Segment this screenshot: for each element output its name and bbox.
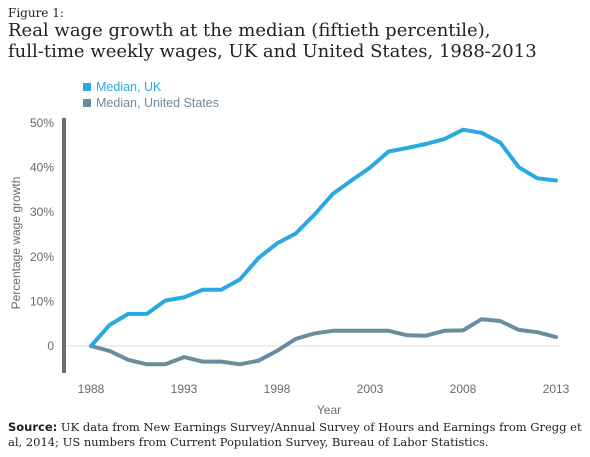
y-axis-bar xyxy=(62,118,66,373)
source-note: Source: UK data from New Earnings Survey… xyxy=(8,420,586,450)
x-tick-label: 2008 xyxy=(450,382,477,396)
y-axis-label: Percentage wage growth xyxy=(9,177,23,310)
x-tick-label: 1993 xyxy=(171,382,198,396)
source-label: Source: xyxy=(8,420,58,434)
x-tick-label: 1998 xyxy=(264,382,291,396)
series-line-us xyxy=(89,317,558,367)
y-tick-label: 50% xyxy=(30,116,54,130)
figure-label: Figure 1: xyxy=(8,6,64,20)
y-tick-label: 20% xyxy=(30,250,54,264)
source-text: UK data from New Earnings Survey/Annual … xyxy=(8,420,582,449)
legend-label-uk: Median, UK xyxy=(96,80,162,94)
y-tick-label: 0 xyxy=(47,339,54,353)
chart-title: Real wage growth at the median (fiftieth… xyxy=(8,20,583,62)
legend: Median, UK Median, United States xyxy=(83,80,219,110)
x-axis-ticks: 1988 1993 1998 2003 2008 2013 xyxy=(78,382,570,396)
y-tick-label: 40% xyxy=(30,161,54,175)
series-line-uk xyxy=(89,127,558,348)
y-tick-label: 30% xyxy=(30,205,54,219)
chart-title-line-2: full-time weekly wages, UK and United St… xyxy=(8,41,537,62)
x-tick-label: 2013 xyxy=(543,382,570,396)
x-tick-label: 2003 xyxy=(357,382,384,396)
line-chart: Median, UK Median, United States 0 10% 2… xyxy=(9,80,570,417)
x-axis-label: Year xyxy=(317,403,341,417)
legend-swatch-uk xyxy=(83,83,91,91)
legend-label-us: Median, United States xyxy=(96,96,219,110)
chart-title-line-1: Real wage growth at the median (fiftieth… xyxy=(8,20,491,41)
legend-swatch-us xyxy=(83,99,91,107)
x-tick-label: 1988 xyxy=(78,382,105,396)
y-tick-label: 10% xyxy=(30,294,54,308)
y-axis-ticks: 0 10% 20% 30% 40% 50% xyxy=(30,116,54,353)
